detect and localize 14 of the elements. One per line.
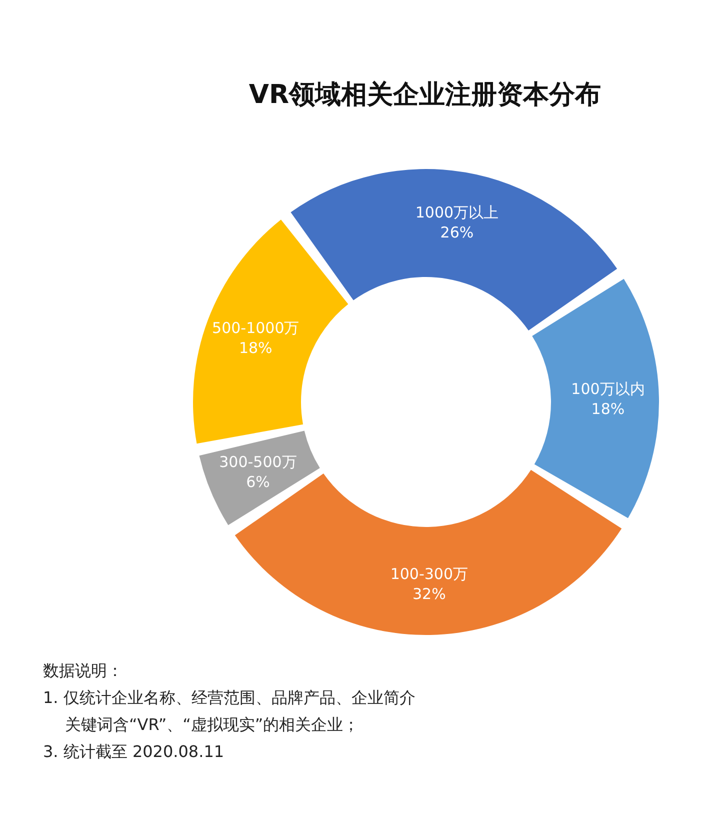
data-label: 32% <box>412 584 446 603</box>
text: 1. 仅统计企业名称、经营范围、品牌产品、企业简介关键词含“VR”、“虚拟现实”的相关企业； <box>43 687 416 736</box>
data-label: 6% <box>246 472 270 491</box>
data-label: 26% <box>440 224 474 242</box>
slice-label: 1000万以上 <box>415 204 499 222</box>
text: 3. 统计截至 2020.08.11 <box>43 741 226 763</box>
data-label: 18% <box>591 400 625 418</box>
data-label: 18% <box>238 338 272 357</box>
slice-label: 500-1000万 <box>212 318 300 337</box>
chart-title: VR领域相关企业注册资本分布 <box>248 79 602 112</box>
slice-label: 300-500万 <box>219 452 297 471</box>
slice-label: 100-300万 <box>390 564 468 583</box>
text: 数据说明： <box>43 660 124 682</box>
slice-label: 100万以内 <box>571 380 645 398</box>
